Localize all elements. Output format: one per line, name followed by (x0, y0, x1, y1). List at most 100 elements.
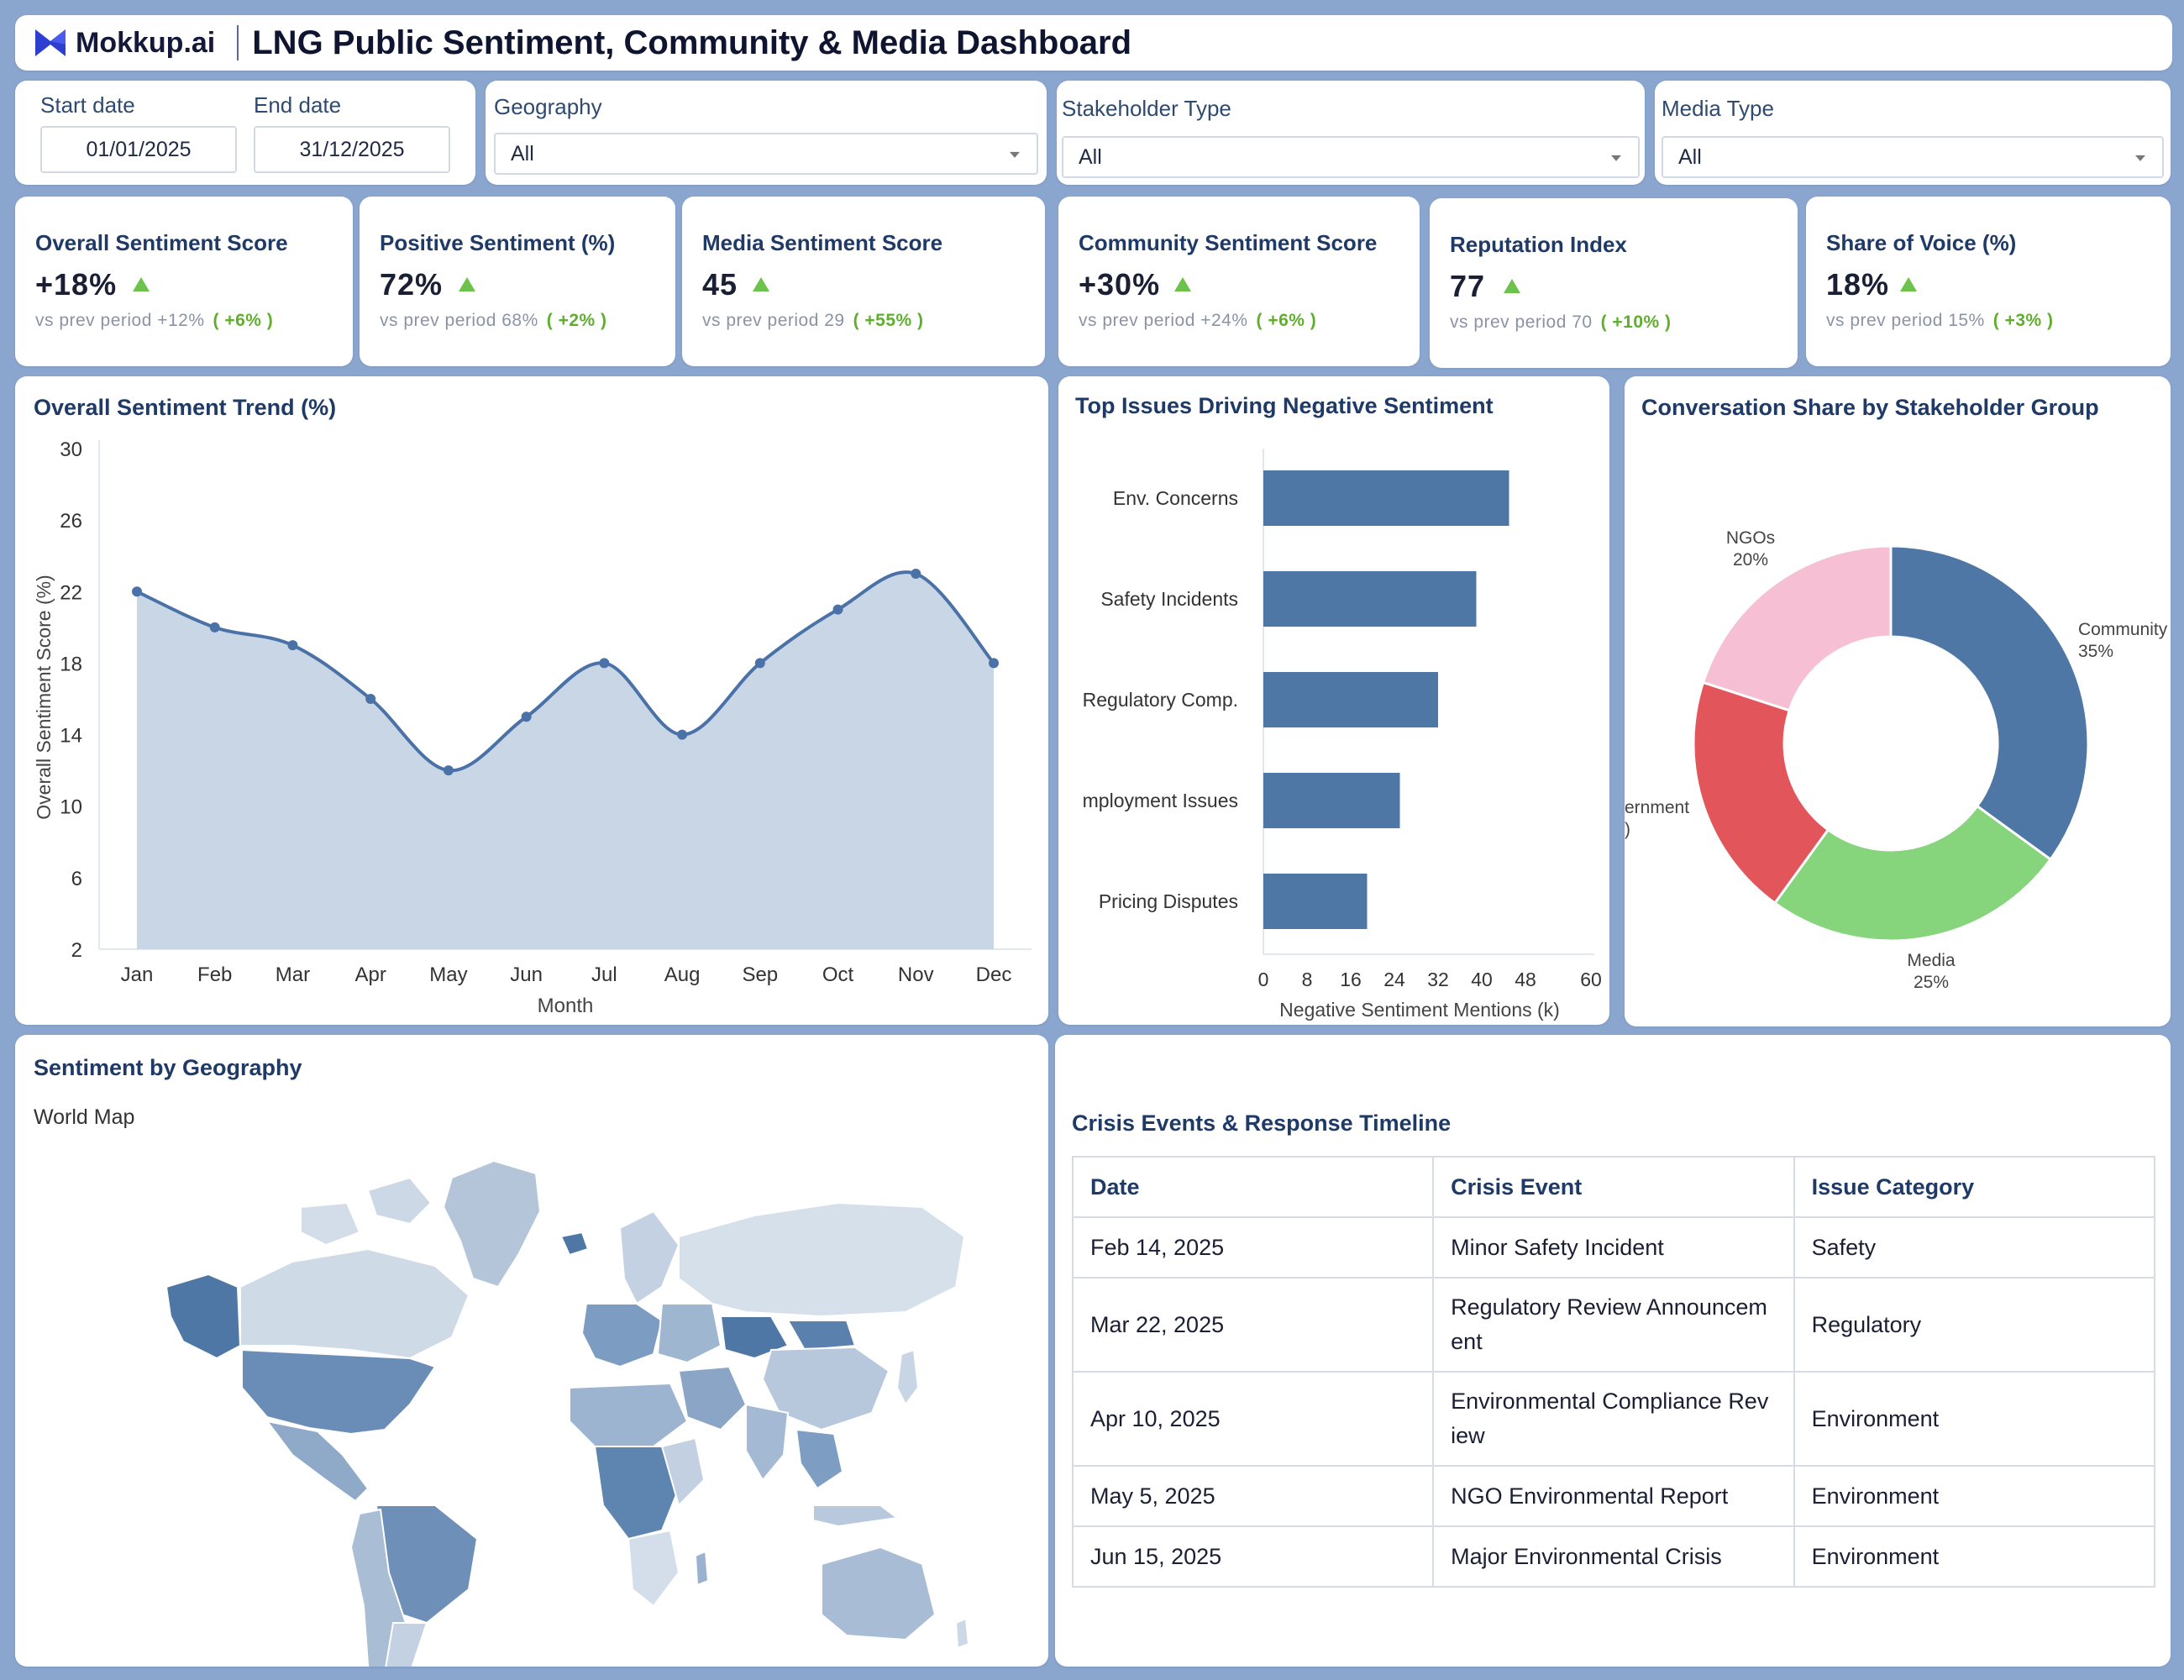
kpi-card-overall-sentiment: Overall Sentiment Score +18% vs prev per… (15, 197, 353, 366)
map-region-scandinavia (618, 1210, 680, 1305)
geography-select[interactable]: All (494, 133, 1038, 175)
kpi-comparison: vs prev period +24% ( +6% ) (1079, 311, 1316, 331)
geography-selected-value: All (511, 141, 534, 165)
map-region-greenland (442, 1159, 542, 1289)
cell-crisis-event: Regulatory Review Announcem ent (1432, 1277, 1795, 1373)
map-region-southern-africa (627, 1529, 680, 1608)
column-header-date[interactable]: Date (1071, 1156, 1435, 1218)
kpi-title: Share of Voice (%) (1826, 230, 2017, 255)
chevron-down-icon (2135, 155, 2145, 161)
kpi-delta: ( +2% ) (546, 311, 607, 330)
panel-title: Conversation Share by Stakeholder Group (1641, 395, 2099, 420)
map-region-india (745, 1403, 790, 1482)
slice-percent-label: ) (1625, 820, 1630, 839)
trend-data-point (832, 604, 843, 615)
slice-percent-label: 20% (1733, 550, 1768, 570)
bar (1263, 571, 1477, 627)
map-region-east-africa (660, 1436, 706, 1507)
x-axis-title: Negative Sentiment Mentions (k) (1279, 999, 1560, 1021)
donut-slice (1889, 544, 2090, 862)
kpi-comparison: vs prev period 29 ( +55% ) (702, 311, 924, 331)
kpi-delta: ( +10% ) (1600, 312, 1672, 332)
kpi-comparison: vs prev period 15% ( +3% ) (1826, 311, 2054, 331)
table-header-row: Date Crisis Event Issue Category (1071, 1156, 2156, 1218)
y-tick-label: 6 (71, 868, 82, 890)
category-label: mployment Issues (1083, 790, 1238, 811)
media-type-select[interactable]: All (1662, 136, 2164, 178)
kpi-value: 18% (1826, 267, 1890, 302)
map-region-middle-east (677, 1365, 748, 1431)
bar (1263, 874, 1368, 929)
kpi-prev-value: vs prev period 29 (702, 311, 845, 330)
chevron-down-icon (1010, 151, 1020, 158)
map-region-usa (241, 1348, 437, 1436)
panel-title: Top Issues Driving Negative Sentiment (1075, 393, 1494, 418)
kpi-comparison: vs prev period +12% ( +6% ) (35, 311, 273, 331)
trend-up-icon (753, 277, 769, 291)
kpi-card-media-sentiment: Media Sentiment Score 45 vs prev period … (682, 197, 1045, 366)
kpi-value: +18% (35, 267, 118, 302)
map-label: World Map (34, 1105, 135, 1129)
cell-date: Apr 10, 2025 (1071, 1371, 1435, 1467)
map-region-western-europe (580, 1303, 664, 1368)
category-label: Env. Concerns (1113, 487, 1238, 509)
trend-up-icon (1504, 279, 1520, 293)
logo: Mokkup.ai (34, 27, 215, 60)
cell-date: May 5, 2025 (1071, 1465, 1435, 1527)
cell-issue-category: Environment (1793, 1525, 2156, 1588)
x-tick-label: 0 (1258, 969, 1269, 990)
kpi-card-share-of-voice: Share of Voice (%) 18% vs prev period 15… (1806, 197, 2171, 366)
slice-label: NGOs (1726, 528, 1775, 548)
geography-panel: Sentiment by Geography World Map (15, 1035, 1048, 1667)
kpi-delta: ( +6% ) (213, 311, 274, 330)
kpi-delta: ( +3% ) (1992, 311, 2054, 330)
kpi-card-reputation-index: Reputation Index 77 vs prev period 70 ( +… (1430, 198, 1798, 368)
map-region-eastern-europe (656, 1303, 722, 1364)
end-date-label: End date (254, 92, 342, 118)
table-row[interactable]: Apr 10, 2025 Environmental Compliance Rev… (1071, 1371, 2156, 1467)
table-row[interactable]: Feb 14, 2025 Minor Safety Incident Safety (1071, 1216, 2156, 1278)
conversation-share-panel: Conversation Share by Stakeholder Group … (1625, 376, 2171, 1026)
cell-issue-category: Safety (1793, 1216, 2156, 1278)
map-region-new-zealand (954, 1617, 970, 1650)
cell-crisis-event: Environmental Compliance Rev iew (1432, 1371, 1795, 1467)
header-bar: Mokkup.ai LNG Public Sentiment, Communit… (15, 15, 2172, 71)
logo-text: Mokkup.ai (76, 26, 216, 59)
kpi-card-positive-sentiment: Positive Sentiment (%) 72% vs prev perio… (360, 197, 675, 366)
kpi-prev-value: vs prev period 68% (380, 311, 538, 330)
x-tick-label: Aug (664, 963, 701, 986)
slice-label: Media (1907, 951, 1956, 970)
end-date-input[interactable]: 31/12/2025 (254, 126, 450, 173)
map-region-arctic-islands (366, 1176, 433, 1226)
mokkup-logo-icon (35, 29, 66, 56)
column-header-issue-category[interactable]: Issue Category (1793, 1156, 2156, 1218)
crisis-timeline-panel: Crisis Events & Response Timeline Date C… (1055, 1035, 2171, 1667)
donut-slice (1772, 804, 2053, 942)
x-tick-label: Mar (276, 963, 310, 986)
panel-title: Crisis Events & Response Timeline (1072, 1110, 1452, 1136)
trend-up-icon (1900, 277, 1917, 291)
x-tick-label: 32 (1427, 969, 1449, 990)
bar (1263, 773, 1400, 828)
date-filter-card: Start date End date 01/01/2025 31/12/202… (15, 81, 475, 185)
cell-issue-category: Environment (1793, 1371, 2156, 1467)
column-header-crisis-event[interactable]: Crisis Event (1432, 1156, 1795, 1218)
x-tick-label: 24 (1383, 969, 1405, 990)
y-tick-label: 30 (60, 438, 82, 461)
start-date-input[interactable]: 01/01/2025 (40, 126, 237, 173)
table-row[interactable]: Mar 22, 2025 Regulatory Review Announcem e… (1071, 1277, 2156, 1373)
table-row[interactable]: May 5, 2025 NGO Environmental Report Envir… (1071, 1465, 2156, 1527)
map-region-mexico (265, 1420, 370, 1503)
y-tick-label: 18 (60, 653, 82, 675)
stakeholder-select[interactable]: All (1062, 136, 1640, 178)
map-region-australia (821, 1546, 937, 1641)
table-row[interactable]: Jun 15, 2025 Major Environmental Crisis En… (1071, 1525, 2156, 1588)
kpi-comparison: vs prev period 68% ( +2% ) (380, 311, 607, 331)
chevron-down-icon (1611, 155, 1621, 161)
x-tick-label: Jan (121, 963, 154, 986)
y-tick-label: 2 (71, 939, 82, 962)
stakeholder-label: Stakeholder Type (1062, 96, 1231, 121)
x-tick-label: 8 (1302, 969, 1313, 990)
world-map[interactable] (15, 1035, 1048, 1667)
